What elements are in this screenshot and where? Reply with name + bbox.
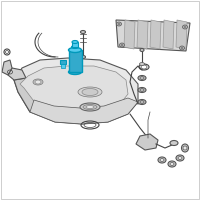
Ellipse shape: [140, 48, 144, 51]
Polygon shape: [163, 20, 174, 49]
Polygon shape: [14, 78, 40, 112]
Ellipse shape: [80, 55, 86, 58]
Ellipse shape: [180, 46, 184, 50]
Ellipse shape: [78, 87, 102, 97]
Ellipse shape: [170, 140, 178, 146]
Ellipse shape: [72, 40, 78, 44]
Polygon shape: [61, 64, 65, 68]
Polygon shape: [136, 134, 158, 150]
Ellipse shape: [138, 75, 146, 80]
Bar: [72, 42, 78, 47]
Ellipse shape: [72, 46, 78, 48]
Polygon shape: [14, 58, 138, 124]
Polygon shape: [2, 60, 12, 75]
Bar: [68, 50, 82, 72]
Ellipse shape: [140, 76, 144, 79]
Ellipse shape: [181, 47, 183, 49]
Ellipse shape: [184, 26, 186, 28]
Ellipse shape: [178, 156, 182, 160]
Ellipse shape: [170, 162, 174, 166]
Ellipse shape: [158, 157, 166, 163]
Ellipse shape: [176, 155, 184, 161]
Polygon shape: [30, 98, 138, 124]
Polygon shape: [8, 68, 26, 80]
Ellipse shape: [168, 161, 176, 167]
Ellipse shape: [80, 103, 100, 111]
Ellipse shape: [86, 106, 94, 108]
Ellipse shape: [68, 47, 82, 52]
Ellipse shape: [121, 44, 123, 46]
Ellipse shape: [183, 146, 187, 150]
Ellipse shape: [35, 80, 41, 84]
Ellipse shape: [82, 88, 98, 96]
Ellipse shape: [116, 22, 122, 26]
Polygon shape: [150, 20, 161, 49]
Polygon shape: [20, 66, 128, 114]
Ellipse shape: [140, 100, 144, 104]
Ellipse shape: [83, 104, 97, 110]
Ellipse shape: [140, 88, 144, 92]
Ellipse shape: [138, 88, 146, 92]
Ellipse shape: [138, 99, 146, 104]
Ellipse shape: [68, 70, 82, 74]
Ellipse shape: [80, 30, 86, 33]
Ellipse shape: [120, 43, 124, 47]
Polygon shape: [116, 20, 190, 51]
Ellipse shape: [33, 79, 43, 85]
Polygon shape: [124, 20, 135, 49]
Ellipse shape: [118, 23, 120, 25]
Polygon shape: [176, 20, 187, 49]
Ellipse shape: [182, 25, 188, 29]
Ellipse shape: [160, 158, 164, 162]
Polygon shape: [137, 20, 148, 49]
Ellipse shape: [182, 144, 188, 152]
Polygon shape: [60, 60, 66, 64]
Ellipse shape: [140, 62, 144, 66]
